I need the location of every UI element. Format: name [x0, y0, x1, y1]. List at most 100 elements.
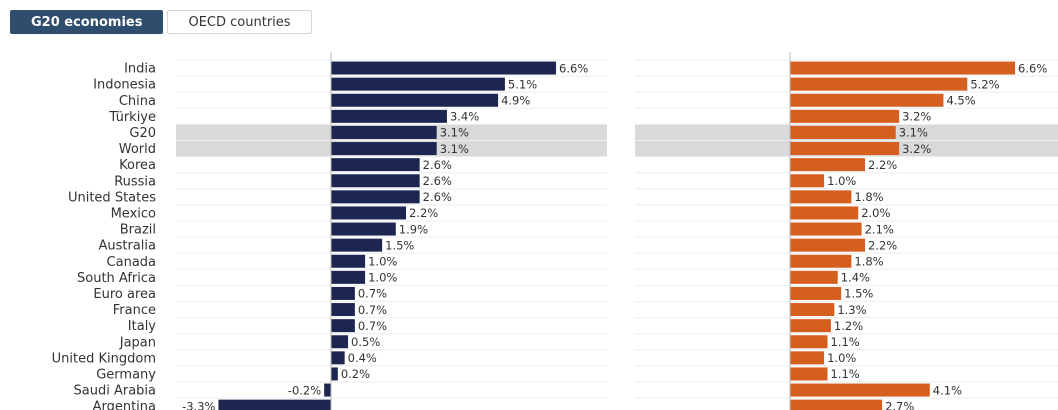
- tab-bar: G20 economies OECD countries: [10, 10, 312, 34]
- bar: [790, 351, 825, 365]
- data-label: 4.9%: [501, 93, 530, 107]
- data-label: 2.6%: [423, 174, 452, 188]
- category-label: G20: [129, 126, 156, 141]
- bar: [790, 254, 852, 268]
- category-label: Canada: [107, 255, 156, 270]
- data-label: 3.2%: [902, 142, 931, 156]
- bar: [331, 270, 366, 284]
- data-label: 0.7%: [358, 303, 387, 317]
- bar: [331, 190, 420, 204]
- bar: [331, 238, 383, 252]
- category-label: Korea: [119, 158, 156, 173]
- category-label: Saudi Arabia: [74, 384, 157, 399]
- category-label: United States: [68, 190, 156, 205]
- bar: [331, 303, 355, 317]
- data-label: 5.2%: [970, 77, 999, 91]
- bar: [790, 142, 900, 156]
- data-label: 1.0%: [827, 174, 856, 188]
- category-label: Euro area: [93, 287, 156, 302]
- data-label: 4.1%: [933, 383, 962, 397]
- data-label: 0.7%: [358, 319, 387, 333]
- bar: [790, 174, 825, 188]
- bar: [331, 142, 437, 156]
- bar: [331, 61, 557, 75]
- data-label: 1.3%: [837, 303, 866, 317]
- data-label: 1.8%: [854, 190, 883, 204]
- bar: [790, 158, 866, 172]
- data-label: 1.1%: [831, 367, 860, 381]
- category-label: India: [124, 62, 156, 77]
- bar: [331, 125, 437, 139]
- bar: [331, 109, 447, 123]
- bar: [790, 335, 828, 349]
- bar: [790, 206, 859, 220]
- bar: [331, 93, 499, 107]
- bar: [790, 270, 838, 284]
- data-label: 5.1%: [508, 77, 537, 91]
- data-label: 3.4%: [450, 110, 479, 124]
- data-label: 1.8%: [854, 254, 883, 268]
- bar: [331, 174, 420, 188]
- data-label: 1.5%: [385, 238, 414, 252]
- bar: [331, 335, 349, 349]
- bar: [324, 383, 331, 397]
- bar: [331, 222, 396, 236]
- bar: [331, 286, 355, 300]
- bar: [331, 158, 420, 172]
- tab-g20-economies[interactable]: G20 economies: [10, 10, 164, 34]
- category-label: Argentina: [93, 400, 156, 410]
- data-label: 1.0%: [368, 271, 397, 285]
- bar: [790, 238, 866, 252]
- data-label: 3.1%: [440, 142, 469, 156]
- category-label: Italy: [128, 319, 157, 334]
- category-label: Russia: [114, 174, 156, 189]
- data-label: 0.5%: [351, 335, 380, 349]
- category-label: Japan: [119, 335, 156, 350]
- bar: [790, 319, 831, 333]
- data-label: 2.6%: [423, 158, 452, 172]
- data-label: 3.1%: [899, 126, 928, 140]
- bar: [790, 190, 852, 204]
- bar: [790, 367, 828, 381]
- data-label: 4.5%: [946, 93, 975, 107]
- data-label: 2.7%: [885, 399, 914, 410]
- category-label: Brazil: [120, 223, 156, 238]
- bar: [331, 351, 345, 365]
- data-label: 3.1%: [440, 126, 469, 140]
- data-label: 2.6%: [423, 190, 452, 204]
- bar: [790, 286, 842, 300]
- data-label: 1.0%: [368, 254, 397, 268]
- data-label: 2.2%: [868, 158, 897, 172]
- bar: [790, 77, 968, 91]
- data-label: 2.2%: [409, 206, 438, 220]
- data-label: 1.4%: [841, 271, 870, 285]
- bar: [331, 319, 355, 333]
- bar: [790, 61, 1016, 75]
- data-label: 3.2%: [902, 110, 931, 124]
- data-label: 2.1%: [865, 222, 894, 236]
- data-label: -0.2%: [288, 383, 321, 397]
- bar: [790, 125, 896, 139]
- data-label: 1.0%: [827, 351, 856, 365]
- category-label: Mexico: [111, 206, 156, 221]
- data-label: 2.2%: [868, 238, 897, 252]
- bar: [790, 93, 944, 107]
- data-label: 0.2%: [341, 367, 370, 381]
- data-label: 0.4%: [348, 351, 377, 365]
- data-label: 2.0%: [861, 206, 890, 220]
- data-label: 1.2%: [834, 319, 863, 333]
- data-label: 6.6%: [1018, 61, 1047, 75]
- bar: [790, 383, 930, 397]
- data-label: -3.3%: [182, 399, 215, 410]
- bar: [331, 206, 407, 220]
- data-label: 0.7%: [358, 287, 387, 301]
- bar: [790, 222, 862, 236]
- category-label: Australia: [98, 239, 156, 254]
- bar: [218, 399, 331, 410]
- category-label: United Kingdom: [52, 351, 156, 366]
- tab-oecd-countries[interactable]: OECD countries: [167, 10, 312, 34]
- category-label: World: [119, 142, 156, 157]
- bar: [790, 399, 883, 410]
- category-label: Indonesia: [93, 78, 156, 93]
- category-label: South Africa: [77, 271, 156, 286]
